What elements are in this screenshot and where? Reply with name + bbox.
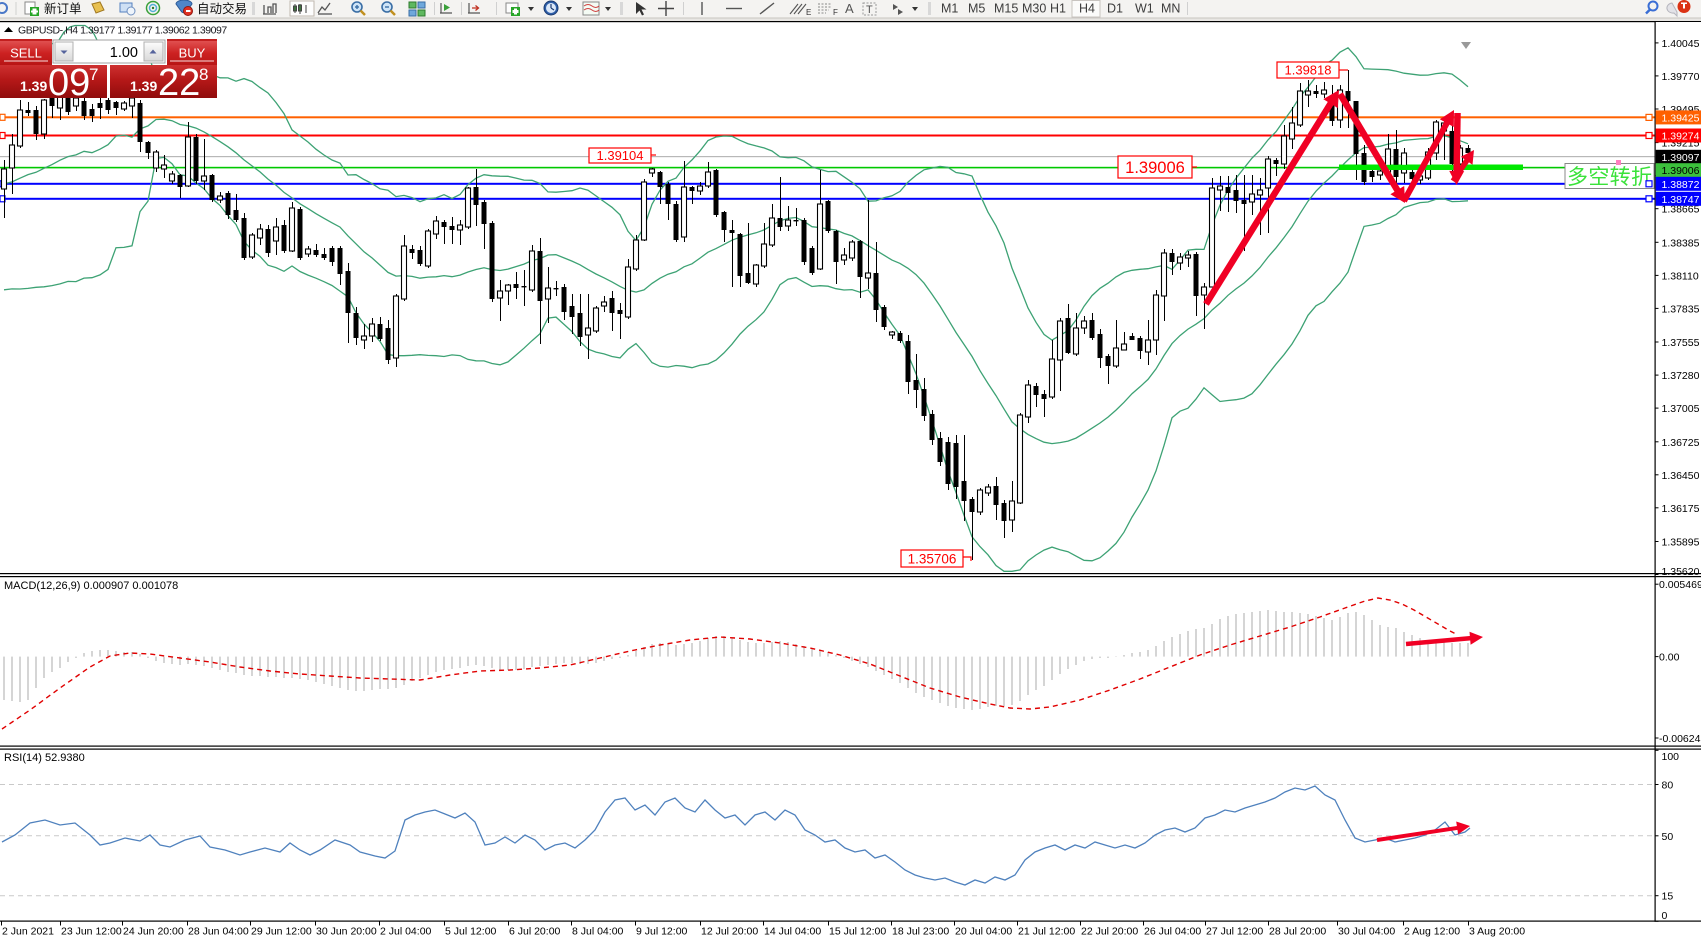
svg-text:14 Jul 04:00: 14 Jul 04:00 [764,926,821,938]
svg-text:1.36725: 1.36725 [1662,437,1700,449]
svg-text:80: 80 [1662,780,1674,792]
svg-text:T: T [866,4,873,16]
svg-text:1.39425: 1.39425 [1662,112,1700,124]
svg-text:23 Jun 12:00: 23 Jun 12:00 [61,926,122,938]
svg-text:1.39: 1.39 [130,78,157,94]
svg-text:多空转折: 多空转折 [1567,166,1652,189]
svg-text:1.38872: 1.38872 [1662,179,1700,191]
svg-text:1.39006: 1.39006 [1662,165,1700,177]
svg-text:7: 7 [89,65,98,84]
svg-text:27 Jul 12:00: 27 Jul 12:00 [1206,926,1263,938]
svg-text:8 Jul 04:00: 8 Jul 04:00 [572,926,624,938]
svg-text:GBPUSD-,H4 1.39177 1.39177 1.: GBPUSD-,H4 1.39177 1.39177 1.39062 1.390… [18,25,227,37]
svg-text:20 Jul 04:00: 20 Jul 04:00 [955,926,1012,938]
svg-text:1.36175: 1.36175 [1662,503,1700,515]
svg-text:1.35706: 1.35706 [908,551,957,566]
svg-text:1.35895: 1.35895 [1662,537,1700,549]
svg-text:12 Jul 20:00: 12 Jul 20:00 [701,926,758,938]
svg-text:8: 8 [199,65,208,84]
svg-text:1.39104: 1.39104 [597,148,644,163]
svg-text:F: F [833,8,838,17]
svg-text:H4: H4 [1079,2,1095,16]
svg-text:A: A [845,1,854,16]
svg-text:1.39: 1.39 [20,78,47,94]
svg-text:M15: M15 [994,2,1018,16]
svg-text:1.38385: 1.38385 [1662,237,1700,249]
svg-text:M30: M30 [1022,2,1046,16]
svg-text:0.00: 0.00 [1659,652,1680,664]
svg-text:50: 50 [1662,831,1674,843]
svg-text:1.38665: 1.38665 [1662,204,1700,216]
svg-text:15: 15 [1662,891,1674,903]
svg-text:MN: MN [1161,2,1180,16]
svg-text:1.37555: 1.37555 [1662,337,1700,349]
svg-text:22: 22 [158,62,200,104]
svg-text:26 Jul 04:00: 26 Jul 04:00 [1144,926,1201,938]
svg-text:21 Jul 12:00: 21 Jul 12:00 [1018,926,1075,938]
svg-text:3 Aug 20:00: 3 Aug 20:00 [1469,926,1525,938]
svg-text:22 Jul 20:00: 22 Jul 20:00 [1081,926,1138,938]
svg-text:30 Jun 20:00: 30 Jun 20:00 [316,926,377,938]
svg-text:28 Jul 20:00: 28 Jul 20:00 [1269,926,1326,938]
svg-text:自动交易: 自动交易 [197,1,247,16]
svg-text:MACD(12,26,9) 0.000907 0.00107: MACD(12,26,9) 0.000907 0.001078 [4,580,178,592]
svg-text:1.39770: 1.39770 [1662,71,1700,83]
svg-text:E: E [806,8,811,17]
svg-text:新订单: 新订单 [44,1,82,16]
svg-text:1.39818: 1.39818 [1285,63,1332,78]
svg-text:M5: M5 [968,2,985,16]
svg-text:1.39006: 1.39006 [1125,159,1185,177]
svg-text:15 Jul 12:00: 15 Jul 12:00 [829,926,886,938]
svg-text:1.35620: 1.35620 [1662,566,1700,578]
svg-text:2 Jun 2021: 2 Jun 2021 [2,926,54,938]
svg-text:SELL: SELL [10,46,42,61]
svg-text:1.36450: 1.36450 [1662,470,1700,482]
svg-text:0: 0 [1662,910,1668,922]
svg-text:100: 100 [1662,751,1680,763]
svg-text:9 Jul 12:00: 9 Jul 12:00 [636,926,688,938]
svg-text:24 Jun 20:00: 24 Jun 20:00 [123,926,184,938]
svg-text:-0.006245: -0.006245 [1659,733,1701,745]
svg-text:18 Jul 23:00: 18 Jul 23:00 [892,926,949,938]
svg-text:2 Jul 04:00: 2 Jul 04:00 [380,926,432,938]
svg-text:1.00: 1.00 [110,45,138,61]
svg-text:09: 09 [48,62,90,104]
svg-text:29 Jun 12:00: 29 Jun 12:00 [251,926,312,938]
svg-text:5 Jul 12:00: 5 Jul 12:00 [445,926,497,938]
svg-text:1.38747: 1.38747 [1662,194,1700,206]
svg-text:RSI(14) 52.9380: RSI(14) 52.9380 [4,752,85,764]
svg-text:H1: H1 [1050,2,1066,16]
svg-text:M1: M1 [941,2,958,16]
svg-text:1.38110: 1.38110 [1662,270,1699,282]
svg-text:1.40045: 1.40045 [1662,38,1700,50]
svg-text:6 Jul 20:00: 6 Jul 20:00 [509,926,561,938]
svg-text:1.37005: 1.37005 [1662,403,1700,415]
svg-text:2 Aug 12:00: 2 Aug 12:00 [1404,926,1460,938]
svg-text:0.005469: 0.005469 [1659,579,1701,591]
svg-text:BUY: BUY [179,46,206,61]
svg-text:1.37280: 1.37280 [1662,370,1700,382]
svg-text:W1: W1 [1135,2,1154,16]
svg-text:1.37835: 1.37835 [1662,303,1700,315]
svg-text:1.39097: 1.39097 [1662,152,1700,164]
svg-text:1.39274: 1.39274 [1662,131,1700,143]
svg-text:28 Jun 04:00: 28 Jun 04:00 [188,926,249,938]
svg-text:D1: D1 [1107,2,1123,16]
svg-text:30 Jul 04:00: 30 Jul 04:00 [1338,926,1395,938]
